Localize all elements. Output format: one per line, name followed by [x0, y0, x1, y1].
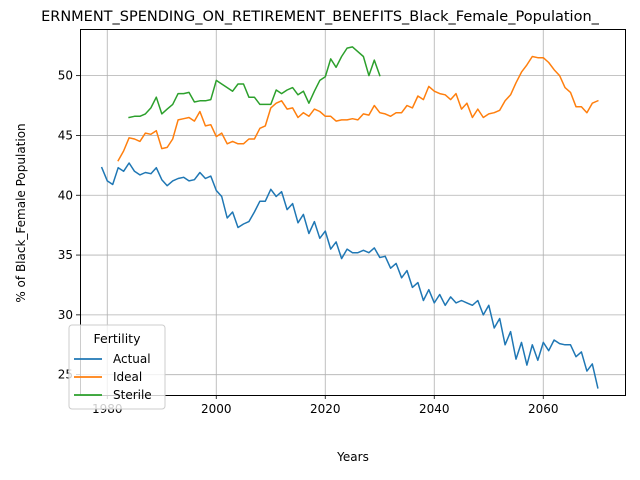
y-tick-label: 40: [58, 188, 73, 202]
series-line-sterile: [129, 47, 380, 118]
legend: Fertility Actual Ideal Sterile: [69, 325, 165, 409]
x-tick-label: 2020: [310, 402, 341, 416]
x-tick-label: 2000: [201, 402, 232, 416]
legend-label-sterile: Sterile: [113, 388, 152, 402]
legend-label-ideal: Ideal: [113, 370, 142, 384]
legend-label-actual: Actual: [113, 352, 151, 366]
y-tick-label: 30: [58, 308, 73, 322]
y-axis-label: % of Black_Female Population: [14, 123, 28, 302]
chart-title: ERNMENT_SPENDING_ON_RETIREMENT_BENEFITS_…: [41, 9, 600, 25]
x-axis-label: Years: [336, 450, 369, 464]
series-line-actual: [102, 163, 598, 388]
y-tick-label: 45: [58, 128, 73, 142]
y-tick-label: 50: [58, 69, 73, 83]
legend-title: Fertility: [94, 331, 142, 346]
x-tick-label: 2060: [528, 402, 559, 416]
x-tick-label: 2040: [419, 402, 450, 416]
y-tick-label: 35: [58, 248, 73, 262]
series-line-ideal: [118, 57, 598, 161]
series-layer: [102, 47, 598, 388]
